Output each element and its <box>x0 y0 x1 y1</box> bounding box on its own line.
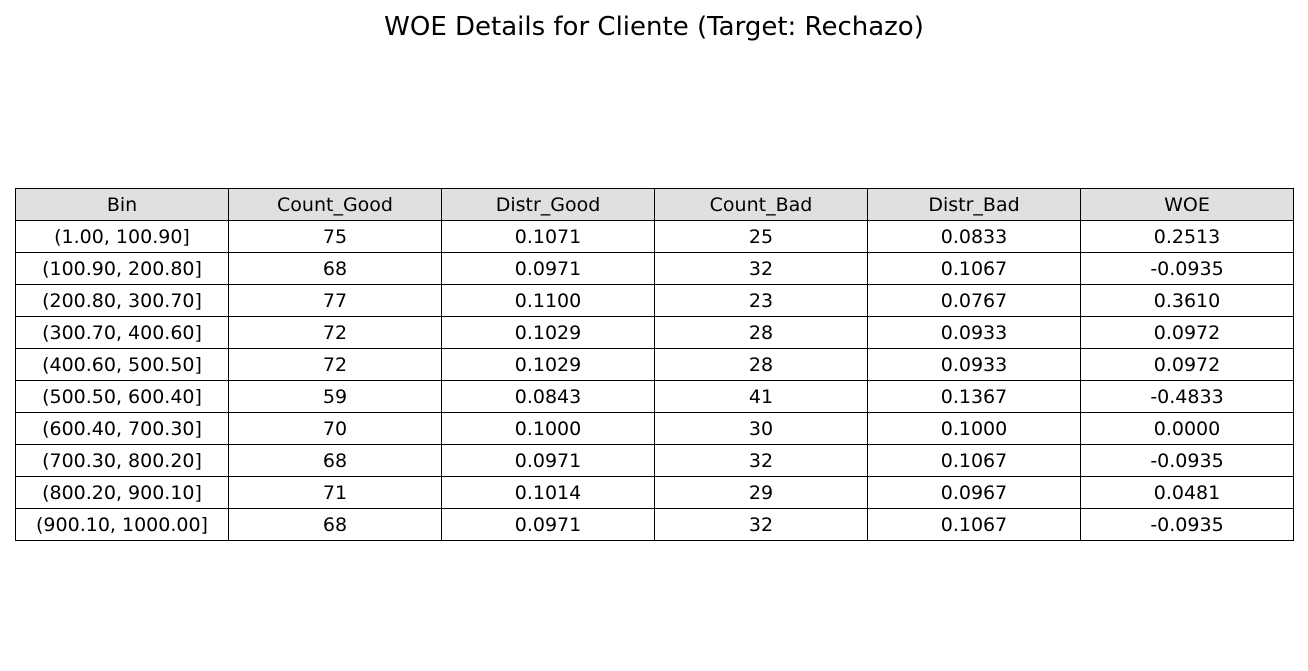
cell-woe: 0.0972 <box>1080 348 1294 381</box>
cell-count-good: 68 <box>228 508 442 541</box>
cell-distr-bad: 0.0967 <box>867 476 1081 509</box>
chart-title: WOE Details for Cliente (Target: Rechazo… <box>384 12 924 42</box>
cell-count-bad: 23 <box>654 284 868 317</box>
cell-count-bad: 41 <box>654 380 868 413</box>
table-row: (800.20, 900.10] 71 0.1014 29 0.0967 0.0481 <box>15 476 1294 509</box>
cell-woe: -0.0935 <box>1080 252 1294 285</box>
cell-count-bad: 30 <box>654 412 868 445</box>
table-row: (300.70, 400.60] 72 0.1029 28 0.0933 0.0972 <box>15 316 1294 349</box>
table-row: (500.50, 600.40] 59 0.0843 41 0.1367 -0.4833 <box>15 380 1294 413</box>
cell-distr-good: 0.0971 <box>441 252 655 285</box>
cell-bin: (500.50, 600.40] <box>15 380 229 413</box>
cell-woe: 0.3610 <box>1080 284 1294 317</box>
cell-count-bad: 32 <box>654 252 868 285</box>
table-row: (900.10, 1000.00] 68 0.0971 32 0.1067 -0.0935 <box>15 508 1294 541</box>
cell-count-good: 71 <box>228 476 442 509</box>
cell-woe: 0.2513 <box>1080 220 1294 253</box>
column-header-count-bad: Count_Bad <box>654 188 868 221</box>
cell-distr-good: 0.0971 <box>441 444 655 477</box>
cell-bin: (900.10, 1000.00] <box>15 508 229 541</box>
cell-distr-good: 0.1014 <box>441 476 655 509</box>
woe-table: Bin Count_Good Distr_Good Count_Bad Dist… <box>15 188 1294 541</box>
table-row: (100.90, 200.80] 68 0.0971 32 0.1067 -0.0935 <box>15 252 1294 285</box>
cell-woe: 0.0972 <box>1080 316 1294 349</box>
table-body: (1.00, 100.90] 75 0.1071 25 0.0833 0.2513 (100… <box>15 220 1294 541</box>
column-header-distr-good: Distr_Good <box>441 188 655 221</box>
column-header-distr-bad: Distr_Bad <box>867 188 1081 221</box>
cell-bin: (100.90, 200.80] <box>15 252 229 285</box>
cell-distr-good: 0.1029 <box>441 316 655 349</box>
cell-woe: -0.4833 <box>1080 380 1294 413</box>
cell-distr-bad: 0.1067 <box>867 508 1081 541</box>
cell-bin: (700.30, 800.20] <box>15 444 229 477</box>
table-row: (700.30, 800.20] 68 0.0971 32 0.1067 -0.0935 <box>15 444 1294 477</box>
table-header-row: Bin Count_Good Distr_Good Count_Bad Dist… <box>15 188 1294 221</box>
cell-distr-good: 0.1000 <box>441 412 655 445</box>
cell-bin: (300.70, 400.60] <box>15 316 229 349</box>
cell-count-good: 59 <box>228 380 442 413</box>
cell-distr-bad: 0.1067 <box>867 252 1081 285</box>
cell-count-good: 68 <box>228 252 442 285</box>
cell-distr-good: 0.1100 <box>441 284 655 317</box>
cell-bin: (200.80, 300.70] <box>15 284 229 317</box>
cell-count-bad: 32 <box>654 444 868 477</box>
cell-woe: -0.0935 <box>1080 508 1294 541</box>
cell-count-bad: 28 <box>654 348 868 381</box>
cell-count-bad: 25 <box>654 220 868 253</box>
table-row: (400.60, 500.50] 72 0.1029 28 0.0933 0.0972 <box>15 348 1294 381</box>
cell-distr-good: 0.1071 <box>441 220 655 253</box>
cell-count-good: 75 <box>228 220 442 253</box>
cell-count-bad: 32 <box>654 508 868 541</box>
cell-distr-good: 0.1029 <box>441 348 655 381</box>
cell-distr-bad: 0.0767 <box>867 284 1081 317</box>
cell-distr-good: 0.0971 <box>441 508 655 541</box>
cell-bin: (600.40, 700.30] <box>15 412 229 445</box>
table-row: (600.40, 700.30] 70 0.1000 30 0.1000 0.0000 <box>15 412 1294 445</box>
table-row: (1.00, 100.90] 75 0.1071 25 0.0833 0.2513 <box>15 220 1294 253</box>
cell-count-good: 70 <box>228 412 442 445</box>
table-row: (200.80, 300.70] 77 0.1100 23 0.0767 0.3610 <box>15 284 1294 317</box>
cell-count-good: 77 <box>228 284 442 317</box>
cell-distr-bad: 0.0933 <box>867 348 1081 381</box>
cell-bin: (800.20, 900.10] <box>15 476 229 509</box>
cell-count-good: 68 <box>228 444 442 477</box>
cell-distr-bad: 0.0933 <box>867 316 1081 349</box>
cell-woe: 0.0000 <box>1080 412 1294 445</box>
cell-woe: -0.0935 <box>1080 444 1294 477</box>
column-header-woe: WOE <box>1080 188 1294 221</box>
cell-distr-bad: 0.0833 <box>867 220 1081 253</box>
cell-woe: 0.0481 <box>1080 476 1294 509</box>
cell-distr-bad: 0.1367 <box>867 380 1081 413</box>
cell-bin: (1.00, 100.90] <box>15 220 229 253</box>
cell-distr-bad: 0.1067 <box>867 444 1081 477</box>
cell-count-good: 72 <box>228 348 442 381</box>
cell-count-bad: 28 <box>654 316 868 349</box>
column-header-count-good: Count_Good <box>228 188 442 221</box>
cell-count-bad: 29 <box>654 476 868 509</box>
cell-count-good: 72 <box>228 316 442 349</box>
cell-distr-good: 0.0843 <box>441 380 655 413</box>
cell-distr-bad: 0.1000 <box>867 412 1081 445</box>
column-header-bin: Bin <box>15 188 229 221</box>
cell-bin: (400.60, 500.50] <box>15 348 229 381</box>
